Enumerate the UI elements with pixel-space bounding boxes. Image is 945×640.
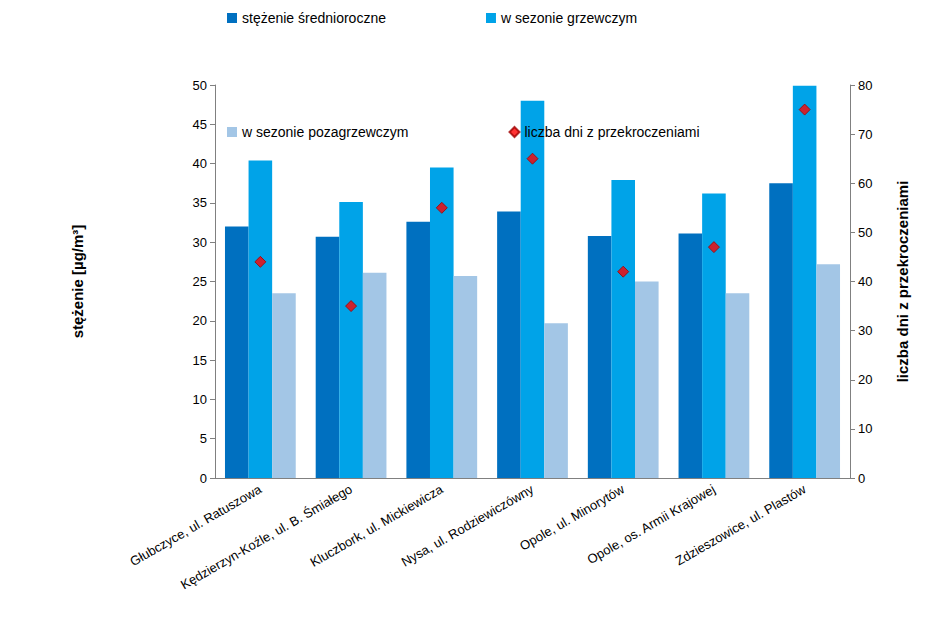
svg-text:10: 10	[858, 421, 872, 436]
svg-text:0: 0	[858, 471, 865, 486]
svg-text:w sezonie pozagrzewczym: w sezonie pozagrzewczym	[241, 124, 409, 140]
svg-text:Kluczbork, ul. Mickiewicza: Kluczbork, ul. Mickiewicza	[307, 481, 446, 570]
svg-text:50: 50	[193, 78, 207, 93]
svg-text:30: 30	[858, 323, 872, 338]
svg-text:w sezonie grzewczym: w sezonie grzewczym	[500, 10, 637, 26]
svg-text:15: 15	[193, 353, 207, 368]
svg-text:50: 50	[858, 225, 872, 240]
svg-text:40: 40	[193, 156, 207, 171]
svg-text:20: 20	[193, 313, 207, 328]
svg-text:5: 5	[200, 431, 207, 446]
svg-text:Głubczyce, ul. Ratuszowa: Głubczyce, ul. Ratuszowa	[127, 481, 265, 570]
svg-text:30: 30	[193, 235, 207, 250]
svg-text:20: 20	[858, 372, 872, 387]
svg-text:10: 10	[193, 392, 207, 407]
svg-text:Kędzierzyn-Koźle, ul. B. Śmiał: Kędzierzyn-Koźle, ul. B. Śmiałego	[178, 482, 355, 593]
svg-text:70: 70	[858, 127, 872, 142]
svg-text:40: 40	[858, 274, 872, 289]
svg-text:Nysa, ul. Rodziewiczówny: Nysa, ul. Rodziewiczówny	[399, 481, 537, 569]
svg-text:35: 35	[193, 195, 207, 210]
svg-text:stężenie [µg/m³]: stężenie [µg/m³]	[69, 225, 86, 339]
svg-text:liczba dni z przekroczeniami: liczba dni z przekroczeniami	[894, 181, 911, 383]
svg-text:60: 60	[858, 176, 872, 191]
svg-text:45: 45	[193, 117, 207, 132]
svg-text:Opole, os. Armii Krajowej: Opole, os. Armii Krajowej	[584, 481, 718, 567]
svg-text:0: 0	[200, 471, 207, 486]
svg-text:25: 25	[193, 274, 207, 289]
svg-text:Opole, ul. Minorytów: Opole, ul. Minorytów	[517, 481, 627, 554]
svg-text:Zdzieszowice, ul. Plastów: Zdzieszowice, ul. Plastów	[673, 481, 809, 568]
svg-text:stężenie średnioroczne: stężenie średnioroczne	[242, 10, 386, 26]
svg-text:80: 80	[858, 78, 872, 93]
svg-text:liczba dni z przekroczeniami: liczba dni z przekroczeniami	[525, 124, 700, 140]
